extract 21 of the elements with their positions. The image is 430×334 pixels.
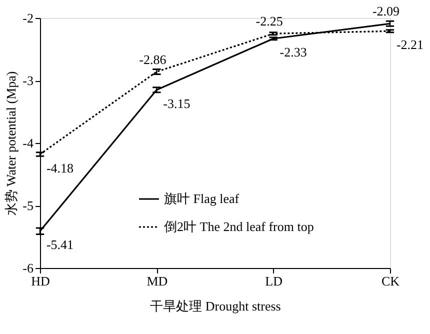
y-tick-label: -4 (22, 136, 34, 150)
y-tick-label: -3 (22, 73, 34, 88)
data-label: -4.18 (46, 160, 74, 176)
data-label: -2.21 (396, 37, 424, 52)
y-tick-label: -6 (22, 260, 34, 276)
legend-label: 旗叶 Flag leaf (164, 191, 240, 206)
legend-label: 倒2叶 The 2nd leaf from top (164, 219, 314, 234)
y-axis-title: 水势 Water potential (Mpa) (4, 71, 19, 216)
data-label: -3.15 (163, 96, 190, 111)
x-tick-label: HD (31, 274, 50, 288)
x-tick-label: CK (381, 274, 400, 288)
data-label: -2.09 (372, 4, 400, 19)
data-label: -2.33 (280, 44, 307, 60)
y-tick-label: -5 (22, 198, 34, 213)
data-label: -2.25 (256, 14, 283, 29)
x-tick-label: MD (146, 274, 168, 288)
data-label: -5.41 (46, 237, 74, 252)
x-tick-label: LD (265, 274, 283, 288)
data-label: -2.86 (139, 52, 167, 67)
y-tick-label: -2 (22, 10, 34, 26)
x-axis-title: 干旱处理 Drought stress (150, 298, 281, 314)
